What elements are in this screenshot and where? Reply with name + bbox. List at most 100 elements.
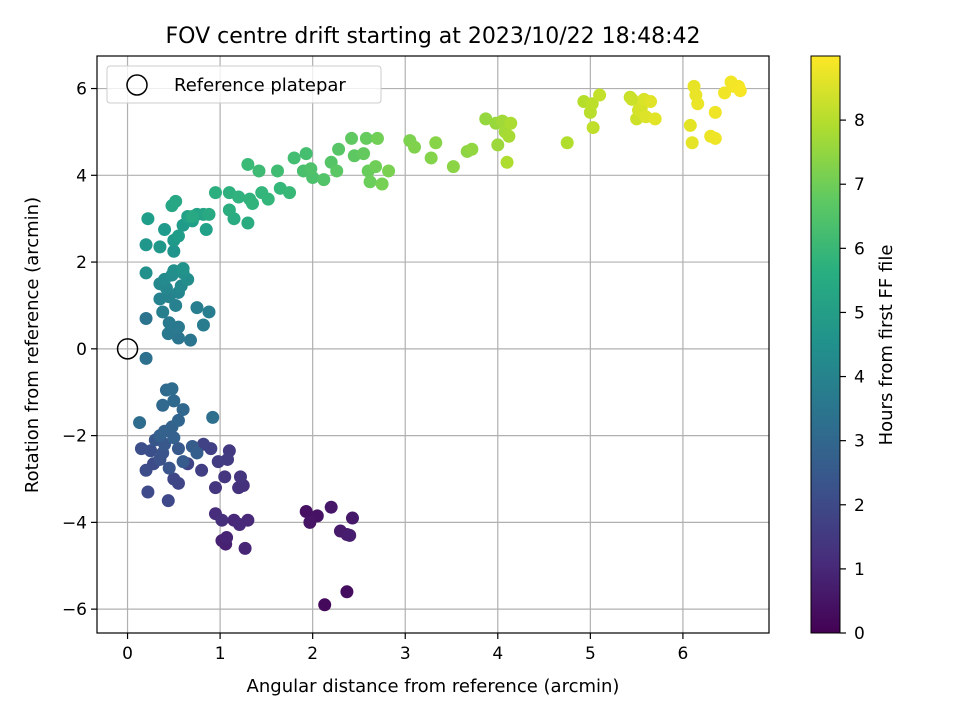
data-point [299, 505, 313, 519]
data-point [176, 262, 190, 276]
data-point [318, 598, 332, 612]
x-tick-label: 0 [122, 644, 133, 664]
colorbar [810, 55, 841, 634]
data-point [586, 121, 600, 135]
y-tick-label: 0 [76, 340, 87, 360]
data-point [648, 112, 662, 126]
data-point [270, 164, 284, 178]
data-point [479, 112, 493, 126]
data-point [165, 382, 179, 396]
data-point [156, 305, 170, 319]
data-point [283, 186, 297, 200]
data-point [303, 515, 317, 529]
data-point [141, 485, 155, 499]
data-point [218, 470, 232, 484]
data-point [222, 203, 236, 217]
data-point [171, 413, 185, 427]
grid-lines [97, 56, 769, 633]
data-point [202, 207, 216, 221]
colorbar-tick-label: 5 [854, 303, 865, 323]
colorbar-ticks: 0 1 2 3 4 5 6 7 8 [840, 111, 865, 644]
x-axis-label: Angular distance from reference (arcmin) [247, 676, 620, 697]
data-point [241, 216, 255, 230]
data-point [171, 331, 185, 345]
data-point [185, 210, 199, 224]
x-tick-label: 1 [215, 644, 226, 664]
data-point [560, 136, 574, 150]
data-point [232, 190, 246, 204]
data-point [133, 416, 147, 430]
data-point [233, 470, 247, 484]
data-point [502, 129, 516, 143]
data-point [708, 131, 722, 145]
data-point [220, 531, 234, 545]
data-point [139, 311, 153, 325]
plot-frame [96, 55, 770, 634]
colorbar-tick-label: 1 [854, 560, 865, 580]
y-axis-label: Rotation from reference (arcmin) [22, 197, 43, 493]
y-axis-ticks: −6 −4 −2 0 2 4 6 [62, 80, 97, 620]
data-point [370, 131, 384, 145]
data-point [304, 162, 318, 176]
data-point [167, 431, 181, 445]
data-point [382, 164, 396, 178]
data-point [625, 92, 639, 106]
data-point [153, 240, 167, 254]
data-point [199, 223, 213, 237]
data-point [171, 442, 185, 456]
colorbar-tick-label: 8 [854, 111, 865, 131]
data-point [162, 461, 176, 475]
data-point [708, 105, 722, 119]
data-point [345, 511, 359, 525]
data-point [232, 481, 246, 495]
data-point [252, 164, 266, 178]
data-point [139, 238, 153, 252]
data-point [167, 472, 181, 486]
data-point [238, 541, 252, 555]
data-point [504, 116, 518, 130]
data-point [141, 212, 155, 226]
data-point [261, 192, 275, 206]
data-point [169, 194, 183, 208]
data-point [345, 131, 359, 145]
data-point [324, 500, 338, 514]
data-point [158, 223, 172, 237]
data-point [332, 142, 346, 156]
legend-marker-open-circle [126, 74, 148, 96]
data-point [139, 266, 153, 280]
y-tick-label: −2 [62, 427, 87, 447]
data-point [171, 229, 185, 243]
data-point [190, 446, 204, 460]
data-point [363, 175, 377, 189]
colorbar-tick-label: 0 [854, 624, 865, 644]
data-point [241, 157, 255, 171]
data-point [215, 513, 229, 527]
reference-platepar-marker [116, 338, 139, 360]
colorbar-tick-label: 4 [854, 368, 865, 388]
data-point [161, 494, 175, 508]
data-point [340, 585, 354, 599]
legend-box [106, 65, 382, 104]
data-point [343, 528, 357, 542]
data-point [500, 155, 514, 169]
data-point [190, 301, 204, 315]
data-point [317, 173, 331, 187]
data-point [162, 316, 176, 330]
data-point [208, 186, 222, 200]
data-point [202, 305, 216, 319]
data-point [211, 455, 225, 469]
data-point [424, 151, 438, 165]
data-point [491, 138, 505, 152]
data-point [429, 136, 443, 150]
data-point [144, 444, 158, 458]
data-point [299, 147, 313, 161]
legend-label: Reference platepar [174, 75, 346, 96]
legend: Reference platepar [106, 65, 382, 104]
x-axis-ticks: 0 1 2 3 4 5 6 [122, 633, 688, 664]
data-point [359, 131, 373, 145]
reference-marker [116, 338, 139, 360]
data-point [718, 86, 732, 100]
data-point [167, 394, 181, 408]
